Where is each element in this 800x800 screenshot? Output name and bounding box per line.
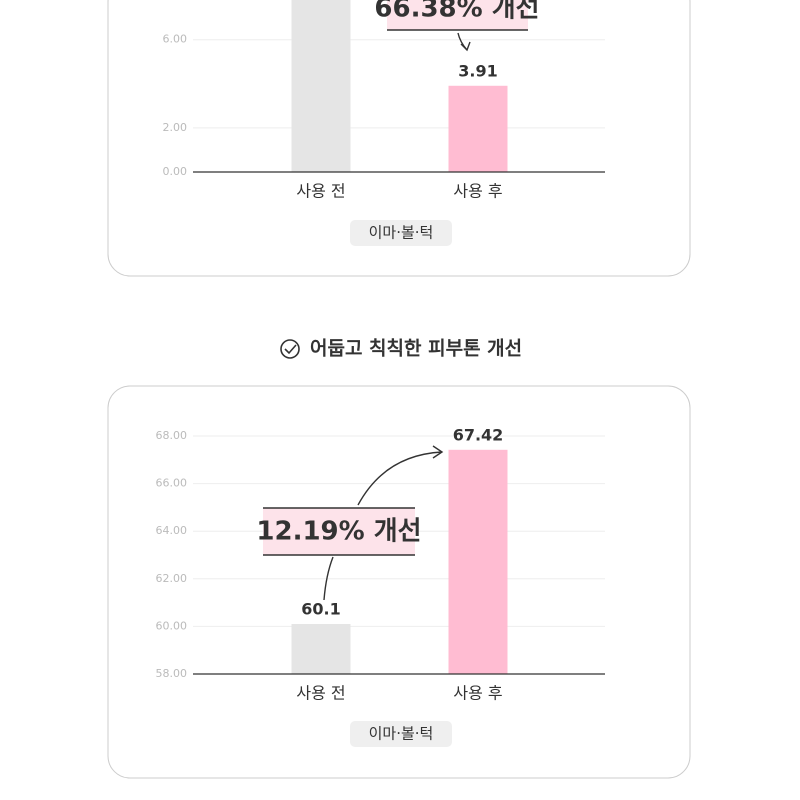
- tag-label: 이마·볼·턱: [369, 224, 434, 242]
- annotation: 66.38% 개선: [374, 0, 539, 24]
- value-label: 60.1: [301, 600, 340, 619]
- y-tick-label: 64.00: [156, 524, 188, 537]
- x-tick-label: 사용 후: [453, 684, 502, 703]
- bar: [291, 624, 351, 674]
- x-tick-label: 사용 후: [453, 182, 502, 201]
- tag-box: [350, 220, 452, 246]
- y-tick-label: 62.00: [156, 572, 188, 585]
- card: [107, 385, 691, 779]
- arrow: [357, 451, 443, 506]
- y-tick-label: 0.00: [163, 165, 188, 178]
- tag-label: 이마·볼·턱: [369, 725, 434, 743]
- annotation-box: [387, 0, 528, 30]
- arrow: [460, 41, 471, 52]
- check-mark: [284, 344, 297, 355]
- value-label: 67.42: [453, 425, 504, 444]
- y-tick-label: 68.00: [156, 429, 188, 442]
- y-tick-label: 60.00: [156, 619, 188, 632]
- x-tick-label: 사용 전: [296, 182, 345, 201]
- annotation: 12.19% 개선: [256, 517, 421, 547]
- card: [107, 0, 691, 277]
- arrow: [323, 556, 334, 601]
- bar: [291, 0, 351, 173]
- y-tick-label: 58.00: [156, 667, 188, 680]
- y-tick-label: 6.00: [163, 33, 188, 46]
- value-label: 3.91: [458, 61, 497, 80]
- x-tick-label: 사용 전: [296, 684, 345, 703]
- tag-box: [350, 721, 452, 747]
- check-icon: [280, 339, 300, 359]
- bar: [448, 449, 508, 674]
- y-tick-label: 66.00: [156, 477, 188, 490]
- arrow: [432, 445, 444, 459]
- y-tick-label: 2.00: [163, 121, 188, 134]
- annotation-box: [263, 508, 415, 555]
- bar: [448, 85, 508, 172]
- section-heading: 어둡고 칙칙한 피부톤 개선: [310, 338, 522, 360]
